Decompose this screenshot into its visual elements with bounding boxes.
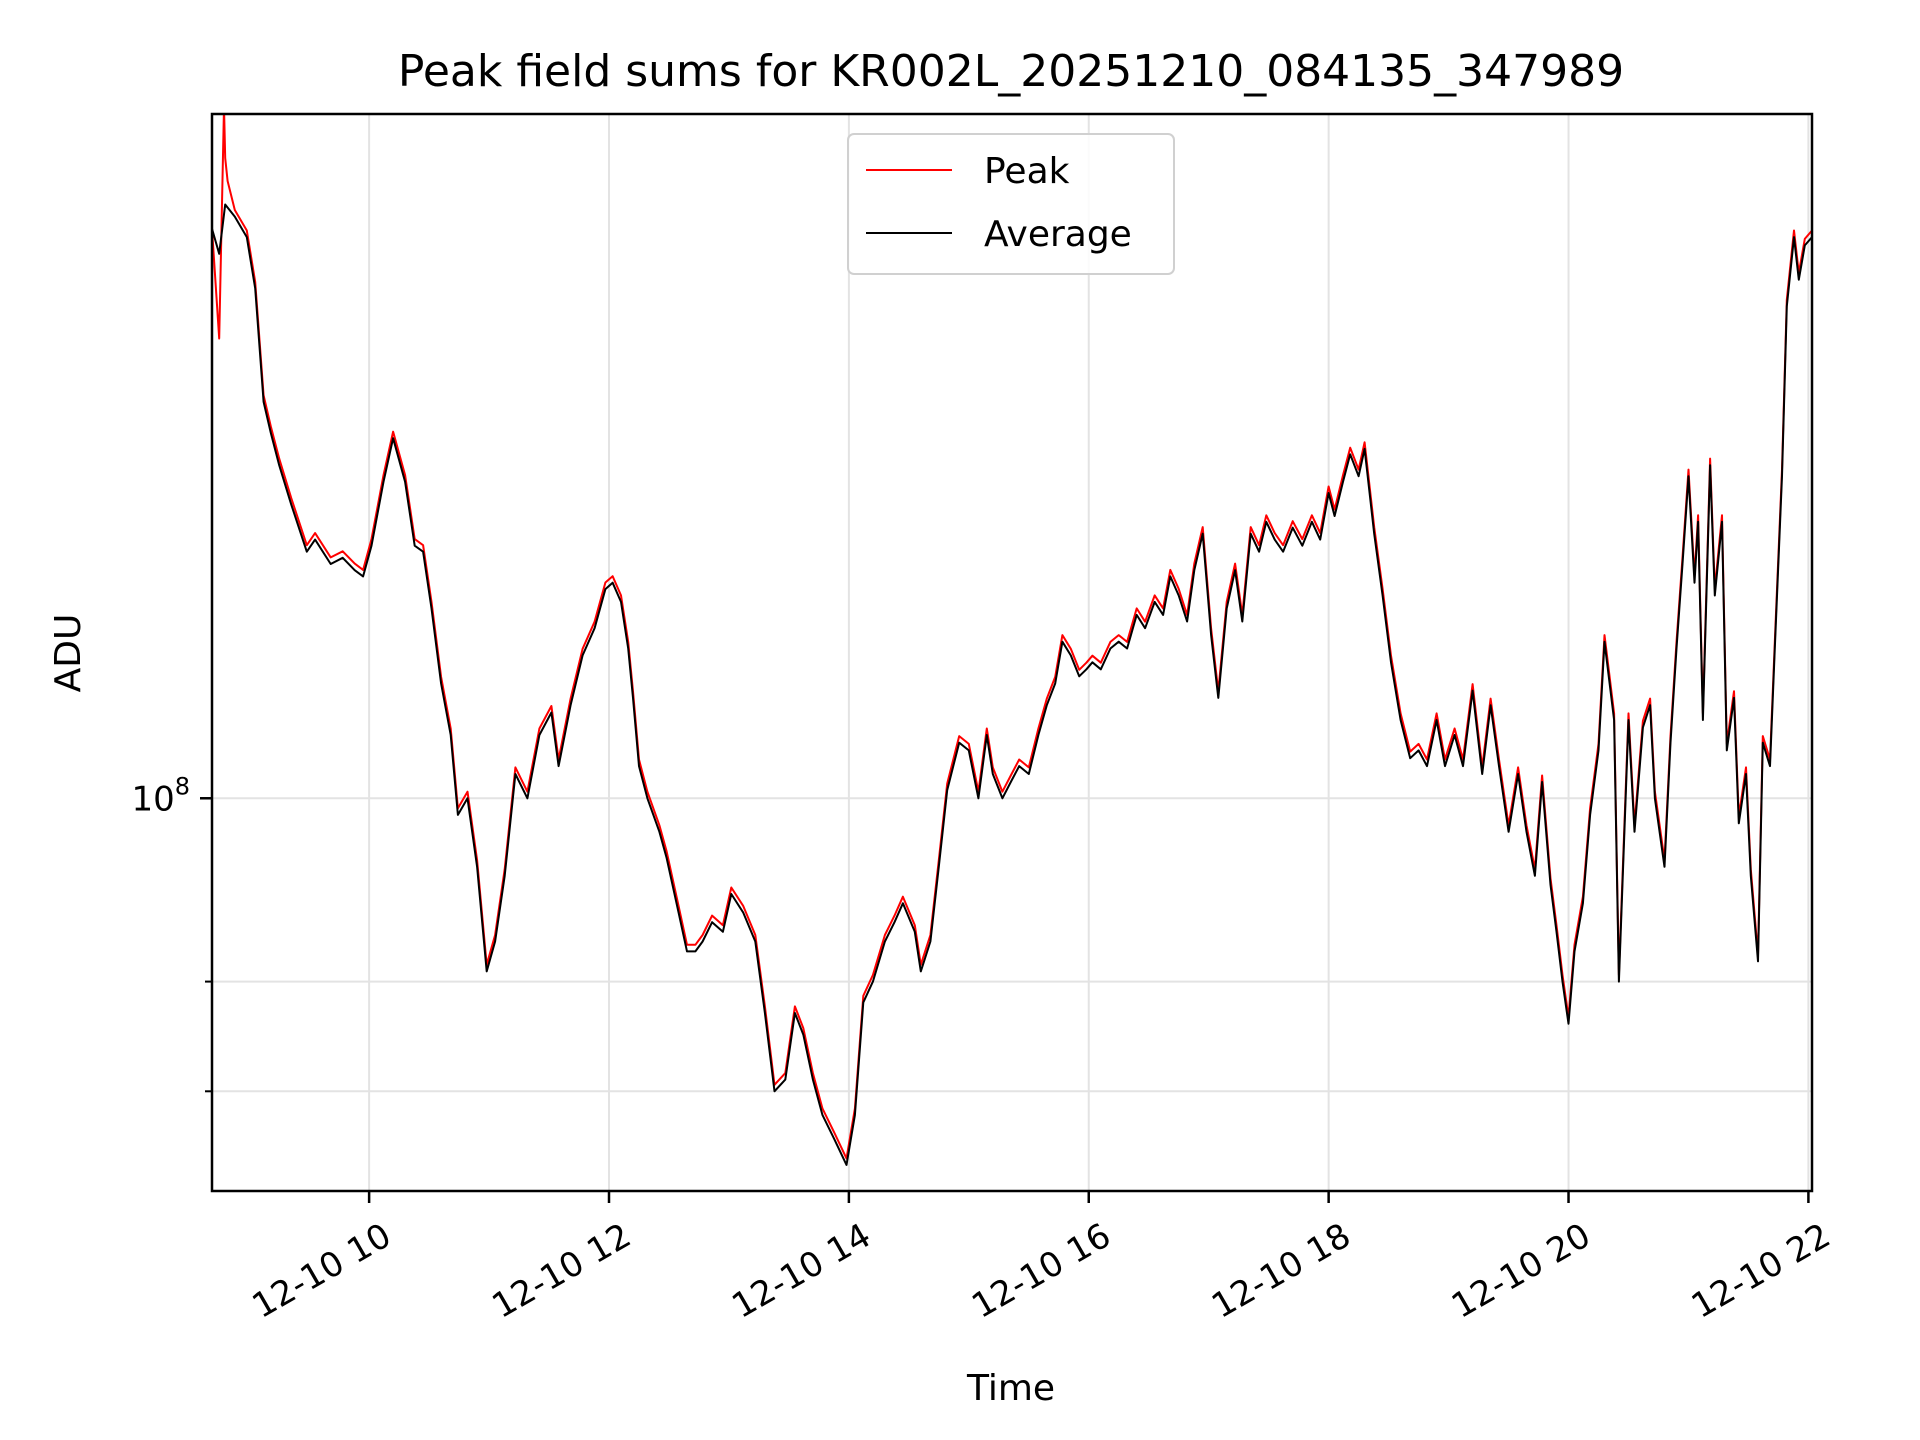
plot-area [212, 114, 1812, 1166]
y-tick-label-exponent: 8 [175, 772, 190, 800]
plot-frame [210, 112, 1814, 1193]
legend: Peak Average [847, 133, 1175, 275]
legend-label-peak: Peak [984, 151, 1070, 192]
x-axis-label: Time [966, 1368, 1055, 1409]
y-tick-label: 108 [131, 772, 190, 819]
legend-label-average: Average [984, 214, 1132, 255]
chart-title: Peak field sums for KR002L_20251210_0841… [398, 46, 1624, 97]
series-line-average [212, 203, 1812, 1166]
y-axis-ticks: 108 [131, 772, 212, 1093]
grid-lines [212, 114, 1812, 1191]
y-tick-label-base: 10 [131, 779, 174, 819]
y-axis-label: ADU [48, 614, 89, 693]
